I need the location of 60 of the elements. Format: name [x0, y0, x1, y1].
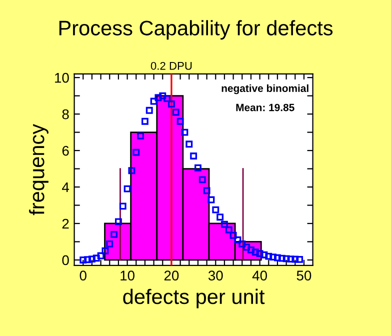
point: [80, 256, 87, 264]
point: [292, 256, 299, 263]
point: [132, 148, 140, 156]
x-axis-title: defects per unit: [123, 288, 265, 308]
point: [106, 240, 114, 248]
y-tick-label: 8: [62, 109, 69, 120]
x-tick-label: 0: [80, 270, 86, 281]
point: [256, 250, 264, 258]
point: [260, 251, 268, 258]
point: [176, 118, 184, 125]
x-tick-label: 10: [120, 270, 134, 281]
point: [110, 230, 118, 238]
y-tick-label: 6: [62, 146, 69, 156]
point: [225, 226, 232, 234]
point: [92, 254, 100, 262]
y-tick-label: 0: [62, 255, 69, 266]
point: [172, 108, 180, 116]
point: [220, 220, 228, 228]
point: [124, 185, 131, 192]
chart-title: Process Capability for defects: [59, 20, 333, 40]
point: [114, 218, 122, 226]
point: [150, 98, 158, 105]
y-tick-label: 4: [62, 182, 70, 192]
point: [198, 176, 206, 184]
point: [190, 152, 198, 160]
point: [128, 167, 136, 174]
x-tick-label: 50: [296, 270, 312, 281]
point: [238, 240, 246, 248]
point: [203, 187, 210, 194]
point: [181, 128, 188, 136]
point: [216, 214, 224, 221]
point: [141, 118, 148, 125]
point: [282, 255, 290, 262]
point: [119, 202, 126, 210]
point: [137, 132, 144, 140]
y-axis-title: frequency: [29, 124, 48, 216]
y-tick-label: 10: [55, 72, 69, 83]
point: [154, 94, 162, 102]
annotation: Mean: 19.85: [236, 104, 294, 112]
x-tick-label: 40: [252, 270, 267, 281]
point: [164, 95, 171, 102]
x-tick-label: 20: [164, 270, 179, 281]
point: [234, 236, 242, 244]
point: [212, 206, 220, 214]
point: [186, 140, 193, 148]
x-tick-label: 30: [208, 270, 223, 281]
point: [296, 256, 304, 263]
point: [230, 232, 237, 239]
point: [97, 252, 104, 260]
point: [194, 164, 202, 172]
point: [252, 248, 259, 256]
point: [208, 196, 215, 204]
point: [265, 252, 272, 260]
point: [168, 100, 175, 108]
point: [146, 106, 153, 114]
ref-line-label: 0.2 DPU: [150, 62, 192, 70]
annotation: negative binomial: [222, 84, 308, 94]
point: [159, 92, 166, 100]
y-tick-label: 2: [62, 218, 69, 229]
point: [102, 247, 109, 254]
